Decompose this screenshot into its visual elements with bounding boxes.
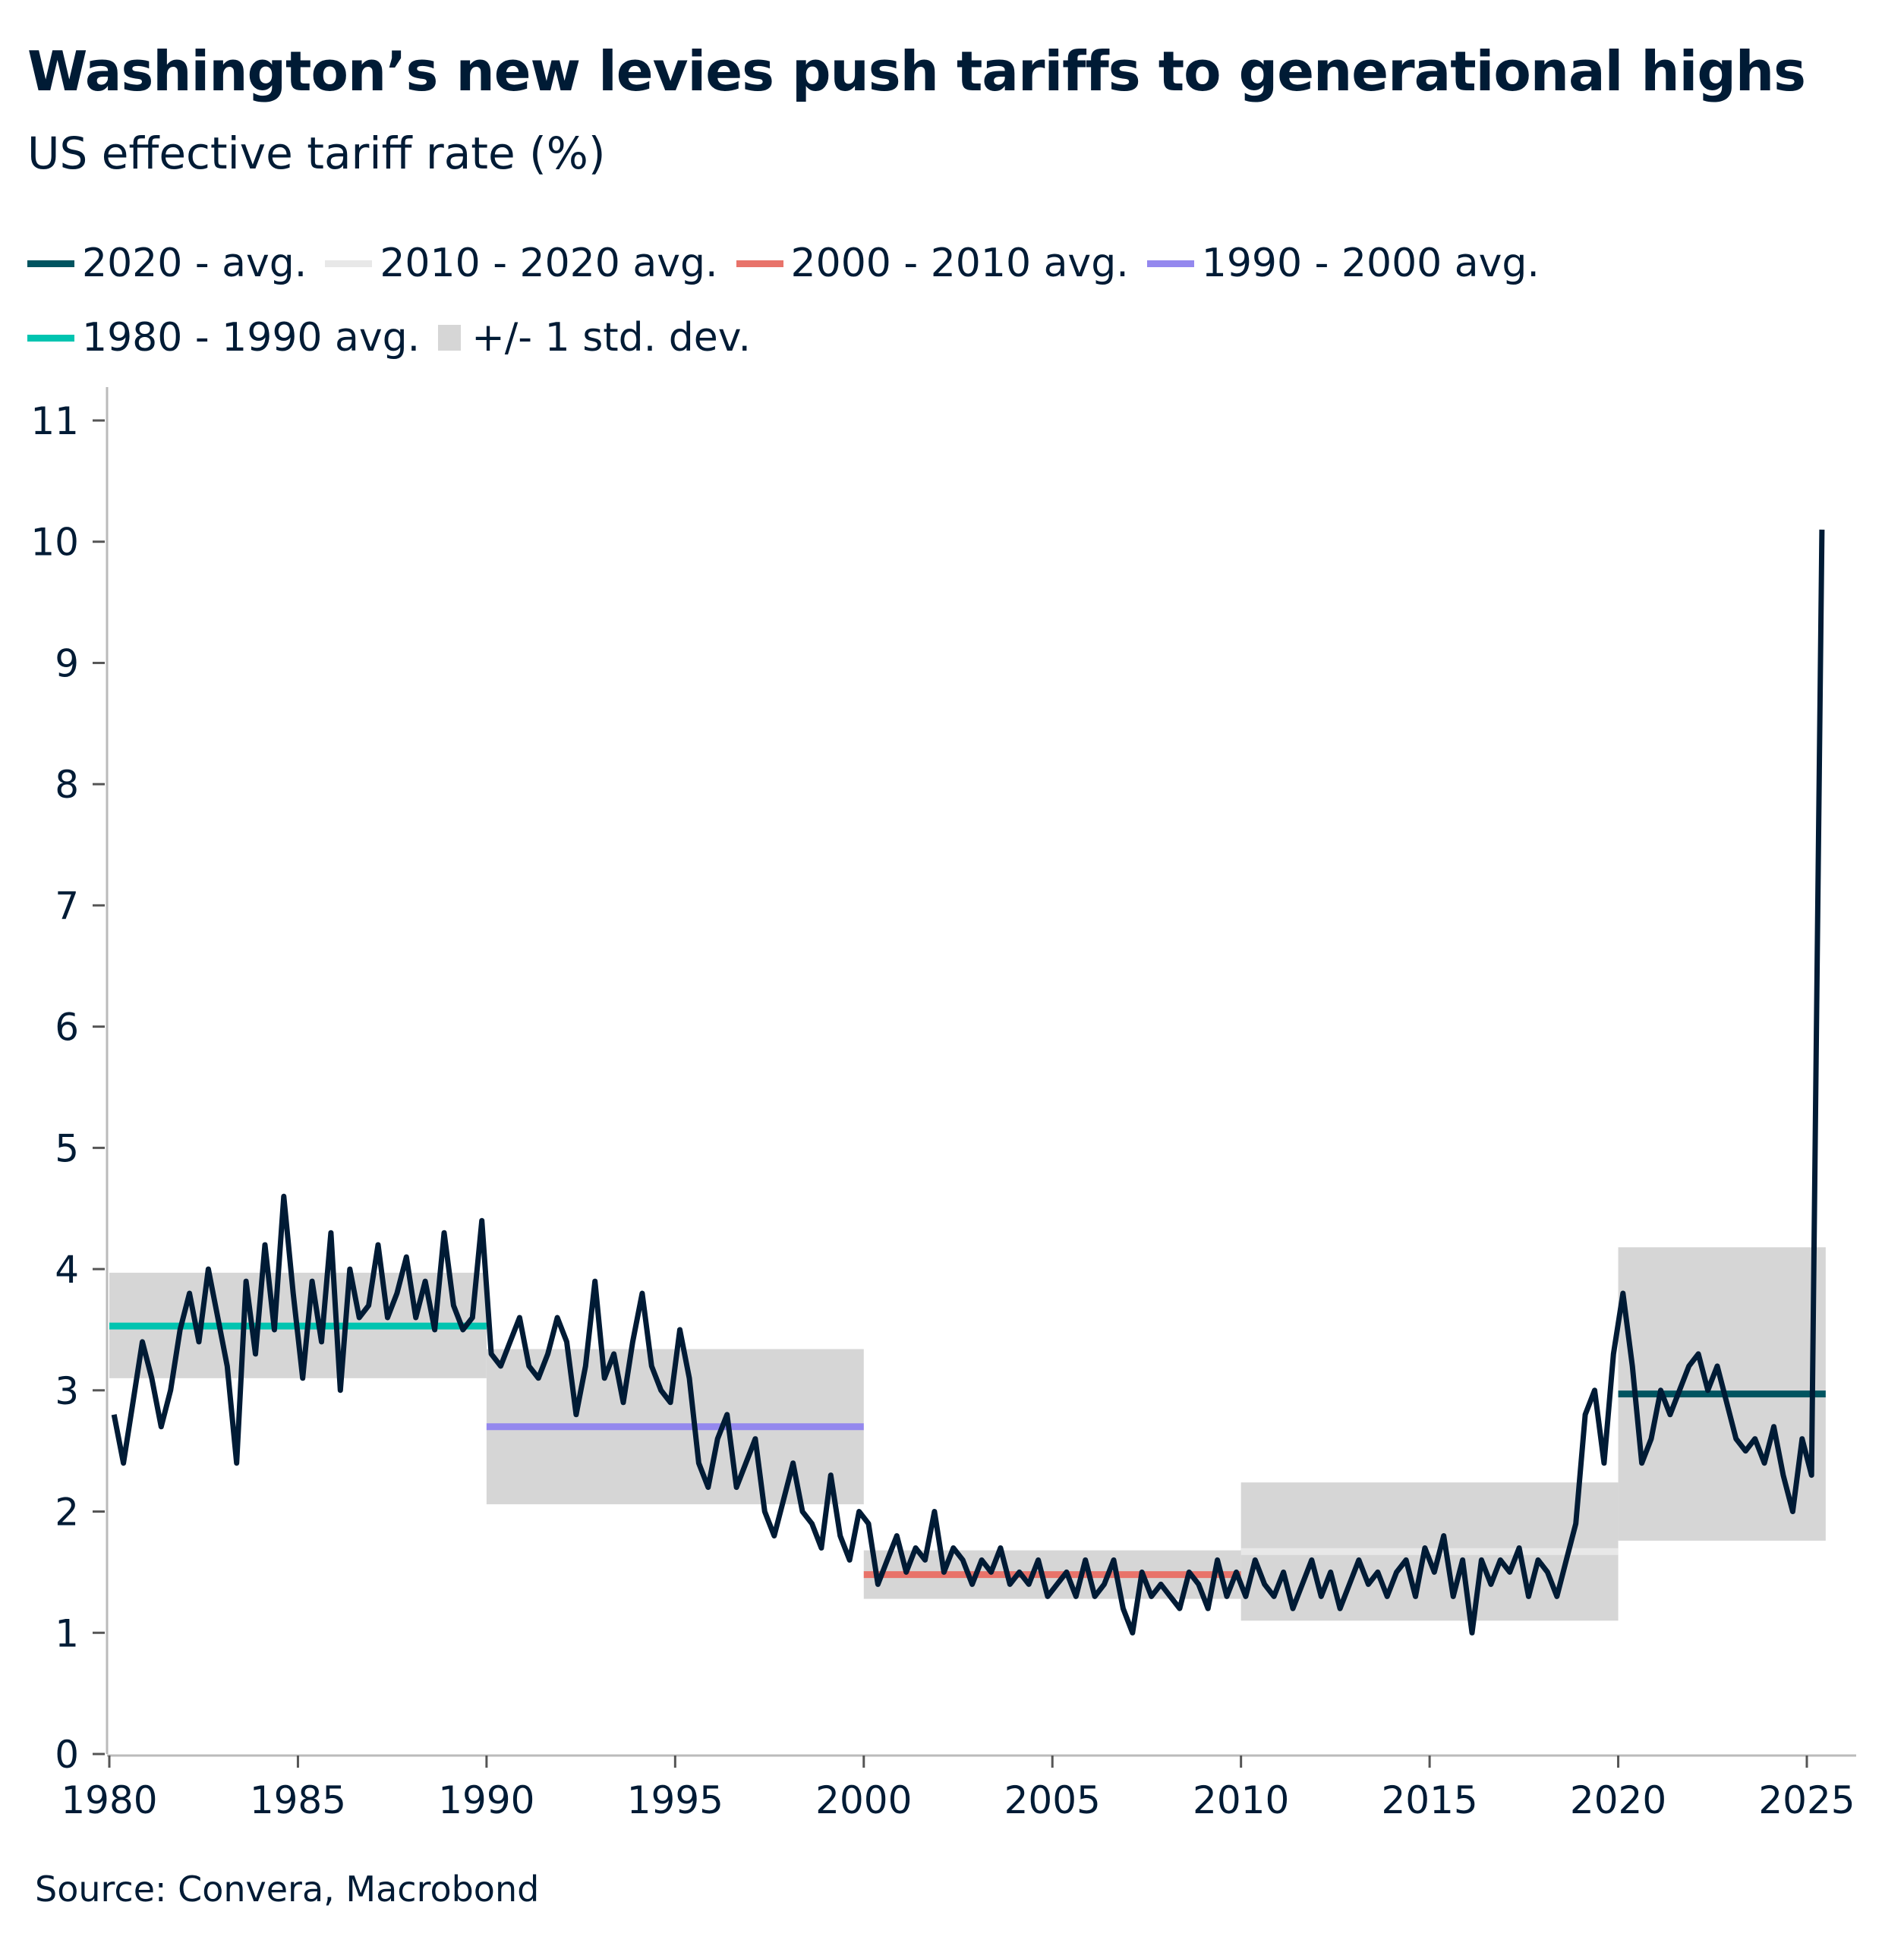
y-tick-label: 3 bbox=[55, 1369, 79, 1413]
y-tick-label: 1 bbox=[55, 1611, 79, 1655]
tariff-rate-line bbox=[111, 529, 1825, 1636]
y-tick-label: 10 bbox=[30, 521, 79, 565]
y-tick-label: 7 bbox=[55, 884, 79, 928]
legend-swatch bbox=[736, 260, 783, 267]
x-tick-label: 2000 bbox=[815, 1778, 912, 1822]
axes: 0 1 2 3 4 5 6 7 8 9 10 11 1980 1985 1990 1995 2000 2005 20… bbox=[30, 387, 1856, 1822]
x-tick-label: 2010 bbox=[1193, 1778, 1289, 1822]
y-tick-label: 0 bbox=[55, 1733, 79, 1777]
y-tick-label: 4 bbox=[55, 1248, 79, 1292]
average-lines bbox=[109, 1322, 1826, 1579]
legend-swatch bbox=[27, 334, 74, 342]
x-tick-label: 1980 bbox=[61, 1778, 157, 1822]
y-tick-label: 2 bbox=[55, 1491, 79, 1535]
x-tick-label: 1985 bbox=[250, 1778, 346, 1822]
legend-item-2010-2020-avg: 2010 - 2020 avg. bbox=[325, 241, 718, 286]
legend-row-2: 1980 - 1990 avg. +/- 1 std. dev. bbox=[27, 301, 1849, 375]
legend-item-1990-2000-avg: 1990 - 2000 avg. bbox=[1146, 241, 1540, 286]
y-tick-label: 5 bbox=[55, 1126, 79, 1170]
chart-subtitle: US effective tariff rate (%) bbox=[27, 128, 606, 179]
source-note: Source: Convera, Macrobond bbox=[35, 1869, 540, 1910]
legend-label: 2000 - 2010 avg. bbox=[790, 241, 1129, 286]
legend-label: +/- 1 std. dev. bbox=[471, 315, 752, 361]
y-tick-label: 8 bbox=[55, 763, 79, 807]
x-tick-label: 2025 bbox=[1758, 1778, 1855, 1822]
x-tick-label: 1995 bbox=[627, 1778, 723, 1822]
x-tick-label: 2020 bbox=[1570, 1778, 1666, 1822]
legend-item-2000-2010-avg: 2000 - 2010 avg. bbox=[736, 241, 1129, 286]
y-tick-label: 9 bbox=[55, 641, 79, 685]
chart-title: Washington’s new levies push tariffs to … bbox=[27, 39, 1806, 103]
legend-swatch bbox=[1146, 260, 1194, 267]
legend-swatch bbox=[27, 260, 74, 267]
legend-label: 1990 - 2000 avg. bbox=[1201, 241, 1540, 286]
legend-item-2020-avg: 2020 - avg. bbox=[27, 241, 307, 286]
legend-item-std-dev: +/- 1 std. dev. bbox=[438, 315, 751, 361]
y-tick-label: 6 bbox=[55, 1006, 79, 1050]
y-tick-label: 11 bbox=[30, 399, 79, 443]
x-tick-label: 2005 bbox=[1004, 1778, 1101, 1822]
legend-item-1980-1990-avg: 1980 - 1990 avg. bbox=[27, 315, 420, 361]
x-tick-label: 2015 bbox=[1381, 1778, 1477, 1822]
legend-swatch bbox=[438, 325, 462, 351]
legend-label: 1980 - 1990 avg. bbox=[82, 315, 421, 361]
legend: 2020 - avg. 2010 - 2020 avg. 2000 - 2010… bbox=[27, 226, 1849, 375]
series bbox=[111, 529, 1825, 1636]
legend-label: 2020 - avg. bbox=[82, 241, 307, 286]
legend-label: 2010 - 2020 avg. bbox=[380, 241, 718, 286]
legend-row-1: 2020 - avg. 2010 - 2020 avg. 2000 - 2010… bbox=[27, 226, 1849, 301]
x-tick-label: 1990 bbox=[438, 1778, 534, 1822]
legend-swatch bbox=[325, 260, 373, 267]
